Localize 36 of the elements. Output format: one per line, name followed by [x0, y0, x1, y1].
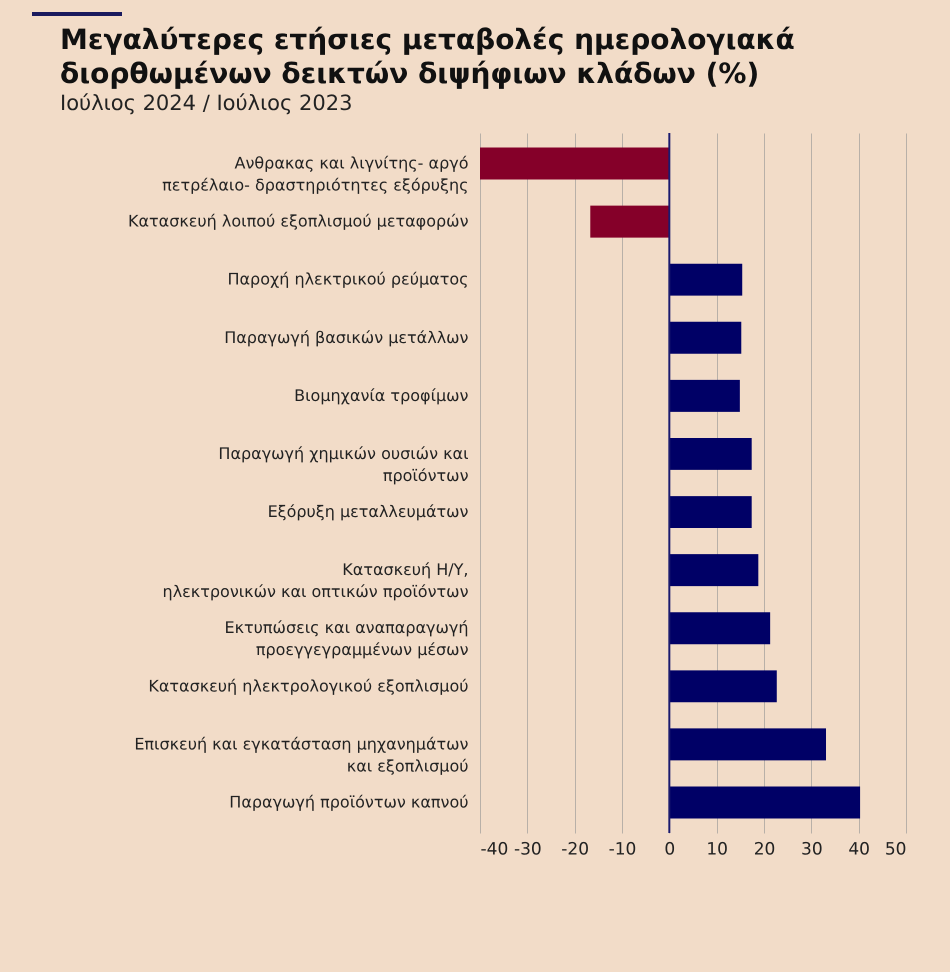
x-tick-label: 30 — [801, 840, 823, 860]
x-tick-label: -10 — [608, 840, 636, 860]
y-tick-label: Παραγωγή βασικών μετάλλων — [224, 328, 469, 347]
bar — [669, 554, 758, 586]
bar — [669, 786, 860, 818]
bar — [669, 438, 752, 470]
bar — [480, 148, 670, 180]
y-tick-label: Επισκευή και εγκατάσταση μηχανημάτων και εξοπλισμού — [134, 734, 469, 776]
bar — [669, 670, 777, 702]
x-tick-label: 40 — [848, 840, 870, 860]
x-tick-label: -20 — [561, 840, 590, 860]
x-tick-label: -30 — [514, 840, 542, 860]
y-tick-label: Κατασκευή ηλεκτρολογικού εξοπλισμού — [148, 676, 468, 696]
x-tick-label: 0 — [664, 840, 676, 860]
bar — [669, 496, 752, 528]
y-tick-label: Παροχή ηλεκτρικού ρεύματος — [227, 270, 468, 289]
x-tick-label: 10 — [706, 840, 728, 860]
y-tick-label: Ανθρακας και λιγνίτης- αργό πετρέλαιο- δραστηριότητες εξόρυξης — [162, 154, 468, 194]
x-tick-label: -40 — [480, 840, 508, 860]
chart-title: Μεγαλύτερες ετήσιες μεταβολές ημερολογιακά διορθωμένων δεικτών διψήφιων κλάδων (%) — [60, 23, 795, 90]
y-tick-label: Κατασκευή λοιπού εξοπλισμού μεταφορών — [128, 212, 469, 231]
y-tick-label: Παραγωγή χημικών ουσιών και προϊόντων — [218, 444, 469, 485]
bar — [669, 728, 826, 760]
y-tick-label: Βιομηχανία τροφίμων — [294, 386, 469, 405]
x-tick-label: 50 — [884, 840, 906, 860]
y-tick-label: Εκτυπώσεις και αναπαραγωγή προεγγεγραμμένων μέσων — [224, 618, 469, 660]
bar — [669, 264, 742, 296]
text: Ιούλιος 2024 / Ιούλιος 2023 — [60, 91, 352, 115]
bar — [590, 206, 670, 238]
bar — [669, 612, 770, 644]
bar — [669, 322, 742, 354]
y-tick-label: Κατασκευή Η/Υ, ηλεκτρονικών και οπτικών προϊόντων — [162, 560, 469, 602]
y-tick-label: Παραγωγή προϊόντων καπνού — [229, 792, 468, 812]
x-tick-label: 20 — [754, 840, 776, 860]
y-tick-label: Εξόρυξη μεταλλευμάτων — [268, 502, 469, 522]
bar — [669, 380, 740, 412]
